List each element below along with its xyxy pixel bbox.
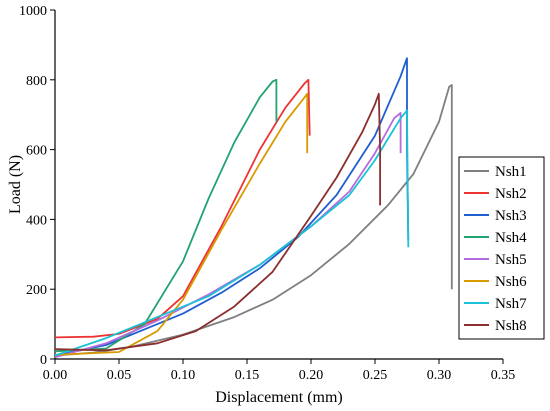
series-line-nsh4: [54, 78, 278, 353]
x-tick-label: 0.35: [491, 368, 516, 383]
y-tick-label: 200: [26, 283, 47, 298]
y-tick-label: 600: [26, 144, 47, 159]
x-tick-label: 0.30: [427, 368, 452, 383]
legend-label-nsh1: Nsh1: [495, 164, 527, 180]
legend-label-nsh2: Nsh2: [495, 186, 527, 202]
series-line-nsh1: [54, 84, 453, 357]
legend-label-nsh3: Nsh3: [495, 208, 527, 224]
x-axis-ticks: 0.00 0.05 0.10 0.15 0.20 0.25 0.30 0.35: [43, 359, 516, 383]
x-tick-label: 0.20: [299, 368, 324, 383]
legend-label-nsh5: Nsh5: [495, 252, 527, 268]
legend-label-nsh8: Nsh8: [495, 318, 527, 334]
series-line-nsh5: [54, 112, 402, 359]
series-line-nsh2: [54, 78, 311, 339]
legend-label-nsh7: Nsh7: [495, 296, 527, 312]
legend: Nsh1 Nsh2 Nsh3 Nsh4 Nsh5 Nsh6 Nsh7 Nsh8: [458, 156, 545, 340]
y-tick-label: 800: [26, 74, 47, 89]
plot-area: 0.00 0.05 0.10 0.15 0.20 0.25 0.30 0.35 0 200 400…: [19, 4, 515, 383]
y-tick-label: 0: [40, 353, 47, 368]
y-tick-label: 1000: [19, 4, 47, 19]
x-tick-label: 0.05: [107, 368, 132, 383]
x-tick-label: 0.10: [171, 368, 196, 383]
legend-label-nsh6: Nsh6: [495, 274, 527, 290]
y-axis-ticks: 0 200 400 600 800 1000: [19, 4, 55, 368]
series-group: [54, 57, 453, 359]
legend-box: [458, 156, 545, 340]
x-tick-label: 0.15: [235, 368, 260, 383]
y-tick-label: 400: [26, 213, 47, 228]
series-line-nsh6: [54, 92, 309, 356]
legend-label-nsh4: Nsh4: [495, 230, 527, 246]
x-axis-title: Displacement (mm): [215, 389, 343, 406]
x-tick-label: 0.00: [43, 368, 68, 383]
y-axis-title: Load (N): [7, 155, 24, 214]
series-line-nsh7: [54, 109, 410, 357]
series-line-nsh8: [54, 92, 382, 352]
x-tick-label: 0.25: [363, 368, 388, 383]
